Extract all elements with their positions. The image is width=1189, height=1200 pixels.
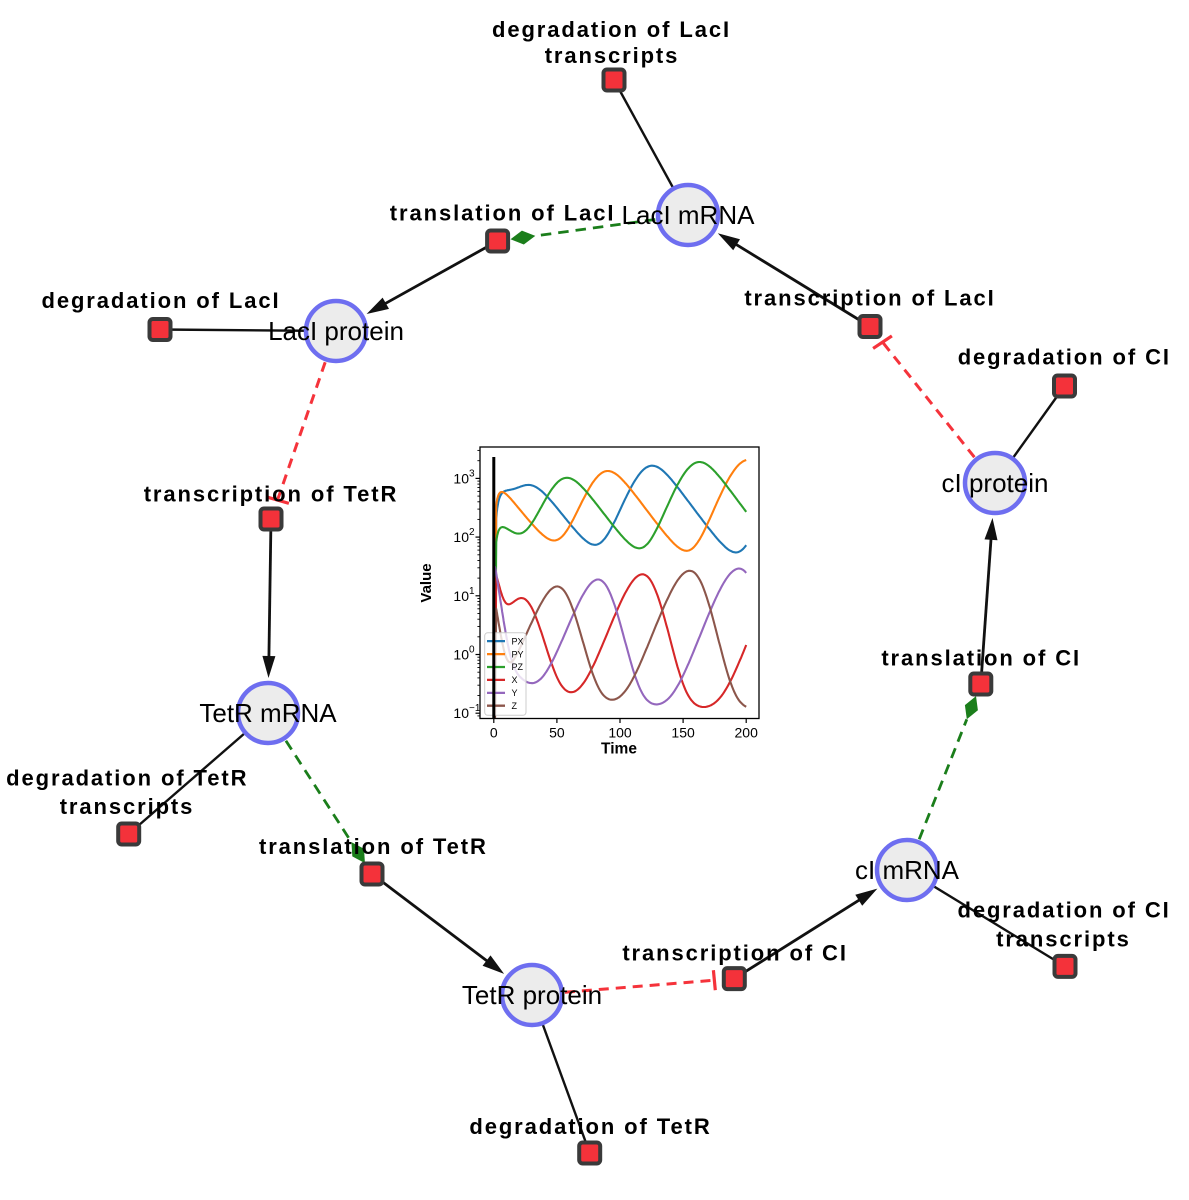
svg-text:translation of CI: translation of CI — [881, 646, 1081, 671]
svg-text:1: 1 — [469, 586, 475, 597]
svg-text:degradation of TetR: degradation of TetR — [469, 1114, 711, 1139]
svg-text:10: 10 — [453, 588, 469, 604]
svg-text:LacI protein: LacI protein — [268, 316, 404, 346]
svg-text:translation of TetR: translation of TetR — [259, 834, 488, 859]
svg-text:Z: Z — [512, 701, 518, 711]
svg-text:200: 200 — [735, 725, 759, 741]
svg-text:10: 10 — [453, 470, 469, 486]
svg-text:cI protein: cI protein — [942, 468, 1049, 498]
svg-text:degradation of LacI: degradation of LacI — [41, 288, 280, 313]
svg-text:PX: PX — [512, 636, 524, 646]
svg-text:translation of LacI: translation of LacI — [390, 201, 616, 226]
svg-text:10: 10 — [453, 647, 469, 663]
svg-text:150: 150 — [671, 725, 695, 741]
svg-text:X: X — [512, 675, 518, 685]
svg-text:cI mRNA: cI mRNA — [855, 855, 960, 885]
svg-text:degradation of CI: degradation of CI — [958, 345, 1171, 370]
svg-text:transcripts: transcripts — [996, 927, 1131, 952]
svg-text:LacI mRNA: LacI mRNA — [622, 200, 756, 230]
svg-text:transcription of LacI: transcription of LacI — [744, 286, 995, 311]
svg-text:degradation of LacI: degradation of LacI — [492, 17, 731, 42]
svg-text:transcripts: transcripts — [60, 794, 195, 819]
svg-text:3: 3 — [469, 468, 475, 479]
svg-text:degradation of TetR: degradation of TetR — [6, 766, 248, 791]
svg-text:transcripts: transcripts — [545, 43, 680, 68]
svg-text:Value: Value — [418, 563, 435, 602]
svg-text:0: 0 — [490, 725, 498, 741]
svg-text:10: 10 — [453, 705, 469, 721]
svg-text:Time: Time — [601, 740, 637, 757]
svg-text:10: 10 — [453, 529, 469, 545]
svg-text:−1: −1 — [469, 703, 481, 714]
svg-text:Y: Y — [512, 688, 518, 698]
svg-text:transcription of CI: transcription of CI — [622, 941, 848, 966]
svg-text:2: 2 — [469, 527, 475, 538]
svg-text:degradation of CI: degradation of CI — [957, 898, 1170, 923]
svg-text:TetR mRNA: TetR mRNA — [199, 698, 337, 728]
svg-text:100: 100 — [608, 725, 632, 741]
svg-text:TetR protein: TetR protein — [462, 980, 602, 1010]
svg-text:transcription of TetR: transcription of TetR — [144, 482, 399, 507]
svg-text:0: 0 — [469, 645, 475, 656]
svg-text:PZ: PZ — [512, 662, 524, 672]
svg-text:PY: PY — [512, 649, 524, 659]
svg-text:50: 50 — [549, 725, 565, 741]
